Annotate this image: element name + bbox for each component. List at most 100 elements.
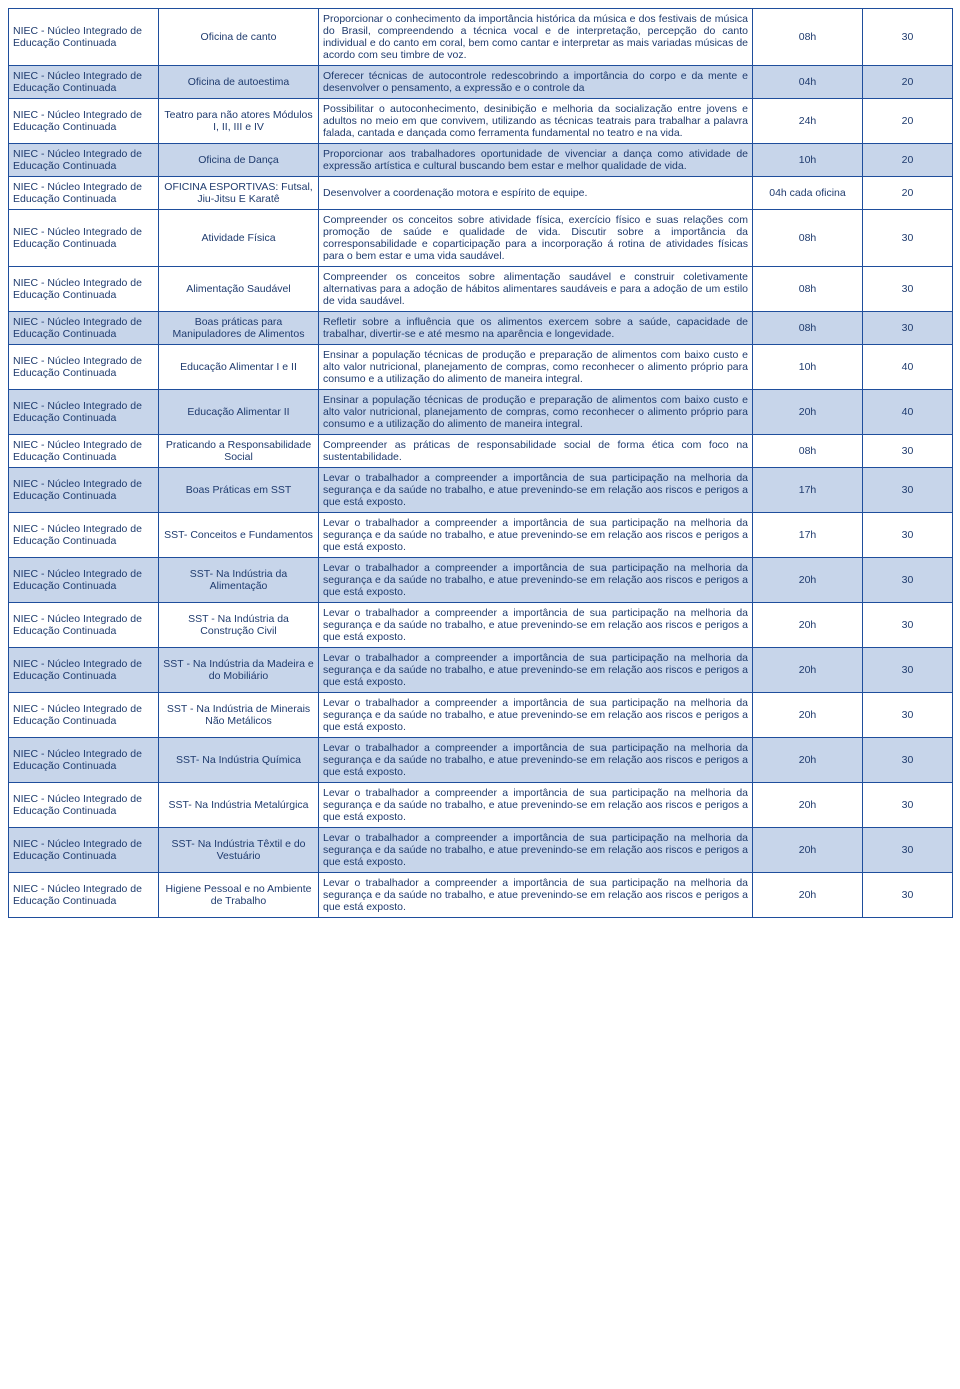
cell-c5: 40 — [863, 390, 953, 435]
cell-c3: Possibilitar o autoconhecimento, desinib… — [319, 99, 753, 144]
cell-c5: 30 — [863, 435, 953, 468]
cell-c4: 20h — [753, 390, 863, 435]
cell-c3: Levar o trabalhador a compreender a impo… — [319, 648, 753, 693]
cell-c1: NIEC - Núcleo Integrado de Educação Cont… — [9, 66, 159, 99]
cell-c1: NIEC - Núcleo Integrado de Educação Cont… — [9, 312, 159, 345]
table-row: NIEC - Núcleo Integrado de Educação Cont… — [9, 210, 953, 267]
cell-c1: NIEC - Núcleo Integrado de Educação Cont… — [9, 693, 159, 738]
table-row: NIEC - Núcleo Integrado de Educação Cont… — [9, 738, 953, 783]
cell-c5: 30 — [863, 9, 953, 66]
cell-c1: NIEC - Núcleo Integrado de Educação Cont… — [9, 648, 159, 693]
cell-c3: Proporcionar aos trabalhadores oportunid… — [319, 144, 753, 177]
cell-c1: NIEC - Núcleo Integrado de Educação Cont… — [9, 468, 159, 513]
table-row: NIEC - Núcleo Integrado de Educação Cont… — [9, 828, 953, 873]
cell-c1: NIEC - Núcleo Integrado de Educação Cont… — [9, 210, 159, 267]
table-row: NIEC - Núcleo Integrado de Educação Cont… — [9, 390, 953, 435]
cell-c5: 30 — [863, 558, 953, 603]
cell-c2: Oficina de canto — [159, 9, 319, 66]
cell-c4: 08h — [753, 435, 863, 468]
cell-c3: Levar o trabalhador a compreender a impo… — [319, 558, 753, 603]
table-row: NIEC - Núcleo Integrado de Educação Cont… — [9, 99, 953, 144]
cell-c4: 20h — [753, 648, 863, 693]
cell-c3: Levar o trabalhador a compreender a impo… — [319, 513, 753, 558]
cell-c4: 08h — [753, 210, 863, 267]
cell-c4: 17h — [753, 468, 863, 513]
table-row: NIEC - Núcleo Integrado de Educação Cont… — [9, 267, 953, 312]
cell-c5: 40 — [863, 345, 953, 390]
cell-c4: 08h — [753, 267, 863, 312]
cell-c5: 30 — [863, 648, 953, 693]
cell-c4: 20h — [753, 603, 863, 648]
table-row: NIEC - Núcleo Integrado de Educação Cont… — [9, 345, 953, 390]
cell-c4: 20h — [753, 873, 863, 918]
cell-c1: NIEC - Núcleo Integrado de Educação Cont… — [9, 99, 159, 144]
cell-c2: SST - Na Indústria da Madeira e do Mobil… — [159, 648, 319, 693]
cell-c1: NIEC - Núcleo Integrado de Educação Cont… — [9, 390, 159, 435]
cell-c3: Ensinar a população técnicas de produção… — [319, 390, 753, 435]
cell-c3: Compreender as práticas de responsabilid… — [319, 435, 753, 468]
cell-c2: Praticando a Responsabilidade Social — [159, 435, 319, 468]
cell-c3: Levar o trabalhador a compreender a impo… — [319, 873, 753, 918]
table-row: NIEC - Núcleo Integrado de Educação Cont… — [9, 513, 953, 558]
cell-c1: NIEC - Núcleo Integrado de Educação Cont… — [9, 828, 159, 873]
table-row: NIEC - Núcleo Integrado de Educação Cont… — [9, 873, 953, 918]
cell-c4: 20h — [753, 558, 863, 603]
cell-c2: Educação Alimentar II — [159, 390, 319, 435]
cell-c4: 10h — [753, 345, 863, 390]
table-row: NIEC - Núcleo Integrado de Educação Cont… — [9, 144, 953, 177]
cell-c2: SST- Na Indústria Química — [159, 738, 319, 783]
cell-c4: 08h — [753, 9, 863, 66]
cell-c1: NIEC - Núcleo Integrado de Educação Cont… — [9, 738, 159, 783]
table-row: NIEC - Núcleo Integrado de Educação Cont… — [9, 66, 953, 99]
cell-c5: 30 — [863, 513, 953, 558]
table-row: NIEC - Núcleo Integrado de Educação Cont… — [9, 648, 953, 693]
cell-c5: 20 — [863, 99, 953, 144]
cell-c2: Boas Práticas em SST — [159, 468, 319, 513]
table-row: NIEC - Núcleo Integrado de Educação Cont… — [9, 603, 953, 648]
cell-c5: 30 — [863, 267, 953, 312]
cell-c3: Levar o trabalhador a compreender a impo… — [319, 828, 753, 873]
table-row: NIEC - Núcleo Integrado de Educação Cont… — [9, 558, 953, 603]
cell-c2: OFICINA ESPORTIVAS: Futsal, Jiu-Jitsu E … — [159, 177, 319, 210]
table-row: NIEC - Núcleo Integrado de Educação Cont… — [9, 435, 953, 468]
cell-c4: 20h — [753, 693, 863, 738]
cell-c2: Higiene Pessoal e no Ambiente de Trabalh… — [159, 873, 319, 918]
cell-c3: Compreender os conceitos sobre atividade… — [319, 210, 753, 267]
cell-c1: NIEC - Núcleo Integrado de Educação Cont… — [9, 873, 159, 918]
cell-c1: NIEC - Núcleo Integrado de Educação Cont… — [9, 267, 159, 312]
cell-c5: 30 — [863, 468, 953, 513]
cell-c5: 30 — [863, 828, 953, 873]
cell-c4: 20h — [753, 738, 863, 783]
cell-c5: 30 — [863, 603, 953, 648]
cell-c3: Oferecer técnicas de autocontrole redesc… — [319, 66, 753, 99]
cell-c1: NIEC - Núcleo Integrado de Educação Cont… — [9, 783, 159, 828]
cell-c3: Desenvolver a coordenação motora e espír… — [319, 177, 753, 210]
cell-c3: Ensinar a população técnicas de produção… — [319, 345, 753, 390]
table-row: NIEC - Núcleo Integrado de Educação Cont… — [9, 9, 953, 66]
cell-c1: NIEC - Núcleo Integrado de Educação Cont… — [9, 558, 159, 603]
cell-c5: 30 — [863, 210, 953, 267]
cell-c4: 04h — [753, 66, 863, 99]
cell-c2: Educação Alimentar I e II — [159, 345, 319, 390]
cell-c5: 20 — [863, 144, 953, 177]
cell-c2: SST - Na Indústria da Construção Civil — [159, 603, 319, 648]
cell-c3: Levar o trabalhador a compreender a impo… — [319, 738, 753, 783]
table-row: NIEC - Núcleo Integrado de Educação Cont… — [9, 312, 953, 345]
cell-c4: 20h — [753, 783, 863, 828]
cell-c2: Boas práticas para Manipuladores de Alim… — [159, 312, 319, 345]
cell-c5: 30 — [863, 873, 953, 918]
cell-c2: SST- Na Indústria Metalúrgica — [159, 783, 319, 828]
table-row: NIEC - Núcleo Integrado de Educação Cont… — [9, 783, 953, 828]
cell-c2: SST- Na Indústria da Alimentação — [159, 558, 319, 603]
cell-c1: NIEC - Núcleo Integrado de Educação Cont… — [9, 435, 159, 468]
cell-c4: 10h — [753, 144, 863, 177]
cell-c3: Proporcionar o conhecimento da importânc… — [319, 9, 753, 66]
cell-c4: 08h — [753, 312, 863, 345]
cell-c2: SST- Na Indústria Têxtil e do Vestuário — [159, 828, 319, 873]
table-row: NIEC - Núcleo Integrado de Educação Cont… — [9, 693, 953, 738]
courses-table: NIEC - Núcleo Integrado de Educação Cont… — [8, 8, 953, 918]
cell-c4: 04h cada oficina — [753, 177, 863, 210]
cell-c5: 20 — [863, 177, 953, 210]
cell-c1: NIEC - Núcleo Integrado de Educação Cont… — [9, 345, 159, 390]
cell-c1: NIEC - Núcleo Integrado de Educação Cont… — [9, 177, 159, 210]
